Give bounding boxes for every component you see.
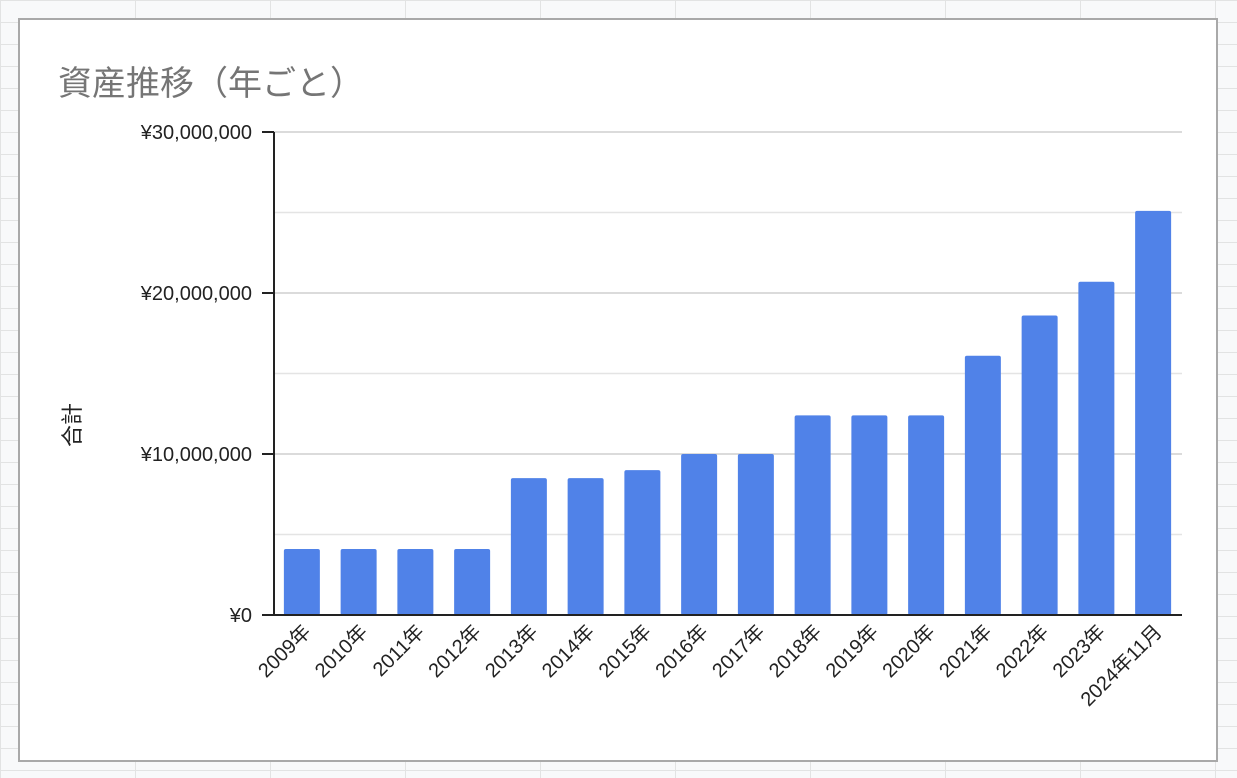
bar[interactable] bbox=[567, 478, 604, 615]
y-tick-label: ¥30,000,000 bbox=[140, 122, 252, 144]
y-tick-label: ¥0 bbox=[229, 605, 252, 627]
x-tick-label: 2022年 bbox=[991, 620, 1053, 682]
axes bbox=[262, 131, 1182, 616]
x-tick-label: 2013年 bbox=[481, 620, 543, 682]
y-tick-label: ¥10,000,000 bbox=[140, 444, 252, 466]
x-tick-label: 2015年 bbox=[594, 620, 656, 682]
bar[interactable] bbox=[1135, 210, 1172, 615]
chart-title: 資産推移（年ごと） bbox=[58, 64, 364, 104]
bar[interactable] bbox=[1078, 281, 1115, 615]
bars bbox=[283, 210, 1172, 615]
x-tick-label: 2010年 bbox=[310, 620, 372, 682]
y-tick-label: ¥20,000,000 bbox=[140, 283, 252, 305]
x-tick-label: 2014年 bbox=[537, 620, 599, 682]
y-axis-label: 合計 bbox=[60, 403, 85, 447]
x-tick-label: 2018年 bbox=[764, 620, 826, 682]
x-tick-label: 2016年 bbox=[651, 620, 713, 682]
x-tick-label: 2009年 bbox=[254, 620, 316, 682]
x-tick-label: 2012年 bbox=[424, 620, 486, 682]
bar[interactable] bbox=[1021, 315, 1058, 615]
bar[interactable] bbox=[283, 548, 320, 615]
bar[interactable] bbox=[510, 478, 547, 615]
x-tick-label: 2021年 bbox=[935, 620, 997, 682]
tick-labels: ¥0 ¥10,000,000 ¥20,000,000 ¥30,000,000 2009年… bbox=[140, 122, 1167, 711]
x-tick-label: 2020年 bbox=[878, 620, 940, 682]
bar[interactable] bbox=[908, 415, 945, 615]
bar-chart: ¥0 ¥10,000,000 ¥20,000,000 ¥30,000,000 2009年… bbox=[60, 122, 1182, 711]
bar[interactable] bbox=[794, 415, 831, 615]
bar[interactable] bbox=[964, 355, 1001, 615]
bar[interactable] bbox=[851, 415, 888, 615]
bar[interactable] bbox=[397, 548, 434, 615]
bar[interactable] bbox=[624, 470, 661, 615]
bar[interactable] bbox=[340, 548, 377, 615]
x-tick-label: 2011年 bbox=[368, 620, 429, 681]
bar[interactable] bbox=[681, 454, 718, 615]
bar[interactable] bbox=[454, 548, 491, 615]
x-tick-label: 2017年 bbox=[708, 620, 770, 682]
x-tick-label: 2019年 bbox=[821, 620, 883, 682]
bar[interactable] bbox=[737, 454, 774, 615]
chart-card[interactable]: 資産推移（年ごと） ¥0 ¥10,000,000 ¥20,000,000 ¥30,00… bbox=[18, 18, 1218, 762]
